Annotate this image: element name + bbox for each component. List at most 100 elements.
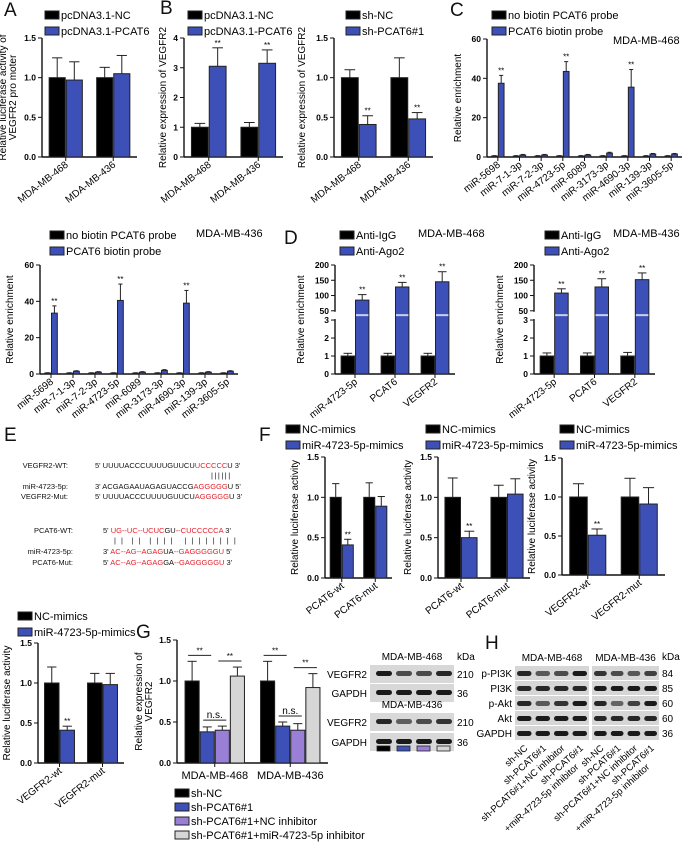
bar	[117, 299, 124, 375]
chart-b2: 0.0 0.5 1.0 1.5 Relative expression of VEGFR…	[297, 10, 433, 206]
sequence: 3' AC--AG--AGAGUA--GAGGGGGU 5'	[103, 547, 232, 556]
bar	[59, 729, 75, 764]
legend-label: PCAT6 biotin probe	[66, 246, 161, 258]
bar	[497, 82, 505, 158]
blot-band	[554, 716, 569, 721]
legend-label: PCAT6 biotin probe	[508, 26, 603, 38]
legend-swatch	[49, 246, 65, 256]
panel-letter-a: A	[4, 0, 17, 21]
significance-label: **	[264, 41, 270, 50]
blot-band	[594, 701, 607, 706]
blot-band	[554, 701, 569, 706]
bar	[227, 370, 234, 375]
bar	[539, 355, 555, 375]
blot-membrane	[592, 726, 659, 740]
legend-swatch	[491, 26, 507, 36]
bar	[519, 154, 527, 158]
blot-row-label: VEGFR2	[327, 718, 367, 729]
significance-label: **	[51, 297, 57, 306]
y-tick-label: 150	[315, 275, 329, 285]
axis-break	[530, 311, 538, 320]
bar	[355, 299, 370, 375]
y-tick-label: 0.0	[420, 573, 432, 583]
y-tick-label: 1.5	[159, 635, 171, 645]
bar	[554, 292, 569, 375]
legend-swatch	[44, 10, 60, 20]
sequence-binding-site: AC--AG--AGAG	[110, 547, 164, 556]
bar	[577, 155, 585, 158]
bar	[584, 154, 592, 158]
significance-label: n.s.	[282, 706, 298, 717]
blot-band	[610, 671, 624, 676]
panel-letter-h: H	[485, 633, 499, 654]
blot-membrane	[592, 711, 659, 725]
bar	[95, 371, 102, 375]
bar	[606, 152, 613, 158]
legend-label: NC-mimics	[442, 424, 496, 436]
bar	[102, 684, 118, 764]
blot-row-label: GAPDH	[331, 689, 367, 700]
western-blot-h: MDA-MB-468 MDA-MB-436 kDa p-PI3K 84 PI3K 85 p-A…	[476, 652, 680, 835]
y-tick-label: 40	[472, 73, 482, 83]
blot-band	[644, 716, 657, 721]
legend-label: Anti-Ago2	[561, 246, 609, 258]
bar	[199, 731, 215, 764]
blot-membrane	[370, 684, 454, 702]
bar	[491, 155, 498, 158]
sequence-label: PCAT6-Mut:	[32, 558, 73, 567]
blot-band	[396, 690, 412, 695]
y-tick-label: 1.5	[307, 452, 319, 462]
y-tick-label: 1.5	[24, 33, 36, 43]
blot-kda-header: kDa	[457, 652, 475, 663]
bar	[190, 126, 209, 158]
y-tick-label: 0.0	[316, 152, 328, 162]
sequence-segment: UA	[163, 547, 174, 556]
sequence-segment: 5' UUUUACCCUUUUGUUCU	[95, 492, 195, 501]
bar	[395, 286, 410, 375]
bar	[340, 355, 356, 375]
blot-row-label: VEGFR2	[327, 670, 367, 681]
bar	[110, 372, 118, 375]
blot-band	[396, 719, 412, 724]
bar	[621, 155, 628, 158]
significance-label: **	[197, 646, 203, 655]
blot-band	[610, 686, 624, 691]
blot-band	[376, 719, 392, 724]
bar	[380, 355, 396, 375]
blot-band	[416, 671, 432, 676]
sequence-binding-site: --GAGGGGGU	[174, 558, 225, 567]
significance-label: **	[64, 717, 70, 726]
chart-d1: 0 1 2 350 100 150 200 Relative enrichment ** miR-…	[296, 228, 485, 421]
blot-band	[572, 671, 587, 676]
chart-b1: 0 1 2 3 4 Relative expression of VEGFR2 ** MDA-…	[158, 10, 292, 206]
y-tick-label: 1	[324, 351, 329, 361]
legend-label: Anti-IgG	[561, 230, 601, 242]
x-category-label: MDA-MB-468	[181, 770, 248, 782]
blot-membrane	[515, 666, 589, 680]
blot-band	[627, 716, 641, 721]
blot-kda-value: 84	[662, 669, 674, 680]
legend-label: pcDNA3.1-NC	[204, 10, 274, 22]
y-tick-label: 0.0	[20, 758, 32, 768]
y-tick-label: 0.5	[544, 531, 556, 541]
blot-band	[644, 701, 657, 706]
blot-band	[396, 671, 412, 676]
y-tick-label: 1.5	[316, 33, 328, 43]
legend-swatch	[425, 440, 441, 450]
blot-row-label: GAPDH	[331, 738, 367, 749]
bar	[198, 372, 205, 375]
x-category-label: PCAT6	[368, 376, 400, 404]
blot-band	[535, 701, 550, 706]
bar	[642, 155, 650, 158]
bar	[594, 286, 610, 375]
blot-band	[416, 739, 432, 744]
bar	[113, 73, 131, 158]
legend-label: miR-4723-5p-mimics	[576, 440, 678, 452]
bar	[534, 155, 542, 158]
y-tick-label: 2	[523, 333, 528, 343]
x-category-label: MDA-MB-468	[309, 159, 364, 205]
blot-row-label: Akt	[498, 714, 513, 725]
blot-row-label: GAPDH	[476, 729, 512, 740]
lane-key-swatch	[436, 745, 451, 752]
sequence: 3' ACGAGAAUAGAGUACCGAGGGGGU 5'	[95, 482, 241, 491]
